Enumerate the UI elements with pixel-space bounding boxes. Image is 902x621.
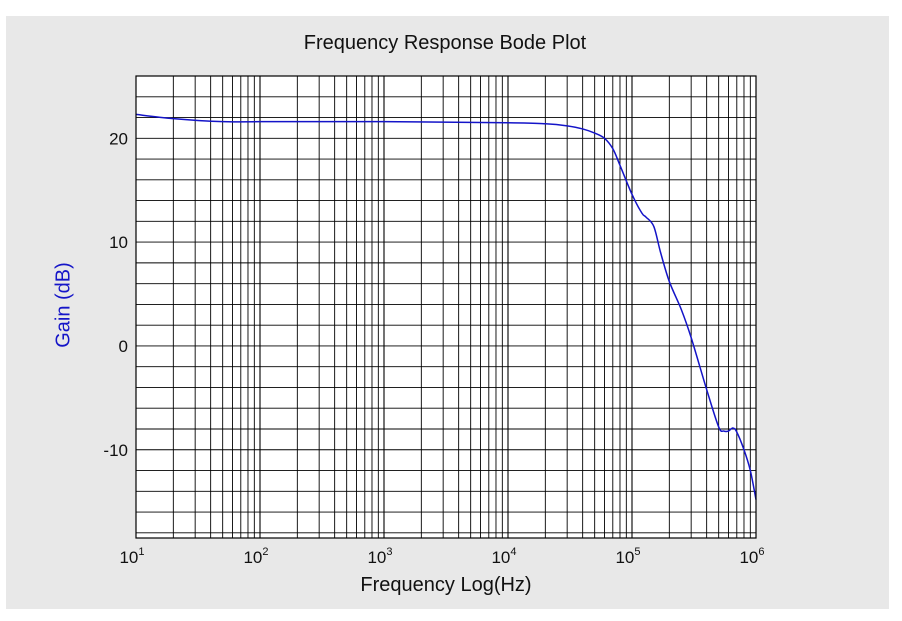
x-tick-label: 101 (119, 546, 144, 567)
y-tick-label: -10 (103, 441, 128, 460)
grid-lines (136, 76, 756, 538)
x-tick-label: 105 (615, 546, 640, 567)
x-tick-label: 104 (491, 546, 516, 567)
y-tick-labels: 20 10 0 -10 (103, 129, 128, 459)
plot-border (135, 75, 757, 539)
x-tick-base: 10 (491, 548, 510, 567)
x-tick-exponent: 4 (510, 546, 516, 558)
x-tick-exponent: 2 (262, 546, 268, 558)
x-tick-label: 103 (367, 546, 392, 567)
y-tick-label: 20 (109, 129, 128, 148)
y-tick-label: 0 (119, 337, 128, 356)
x-tick-base: 10 (615, 548, 634, 567)
x-tick-base: 10 (243, 548, 262, 567)
plot-background (136, 76, 756, 538)
x-tick-exponent: 6 (758, 546, 764, 558)
chart-title: Frequency Response Bode Plot (303, 32, 587, 54)
x-axis-label: Frequency Log(Hz) (360, 574, 532, 596)
x-tick-labels: 101 102 103 104 105 106 (119, 546, 764, 567)
x-tick-exponent: 3 (386, 546, 392, 558)
x-tick-exponent: 5 (634, 546, 640, 558)
x-tick-exponent: 1 (138, 546, 144, 558)
series-layer (135, 113, 757, 500)
x-tick-base: 10 (739, 548, 758, 567)
x-tick-base: 10 (119, 548, 138, 567)
gain-series-line (135, 113, 757, 500)
y-tick-label: 10 (109, 233, 128, 252)
x-tick-base: 10 (367, 548, 386, 567)
x-tick-label: 102 (243, 546, 268, 567)
x-tick-label: 106 (739, 546, 764, 567)
